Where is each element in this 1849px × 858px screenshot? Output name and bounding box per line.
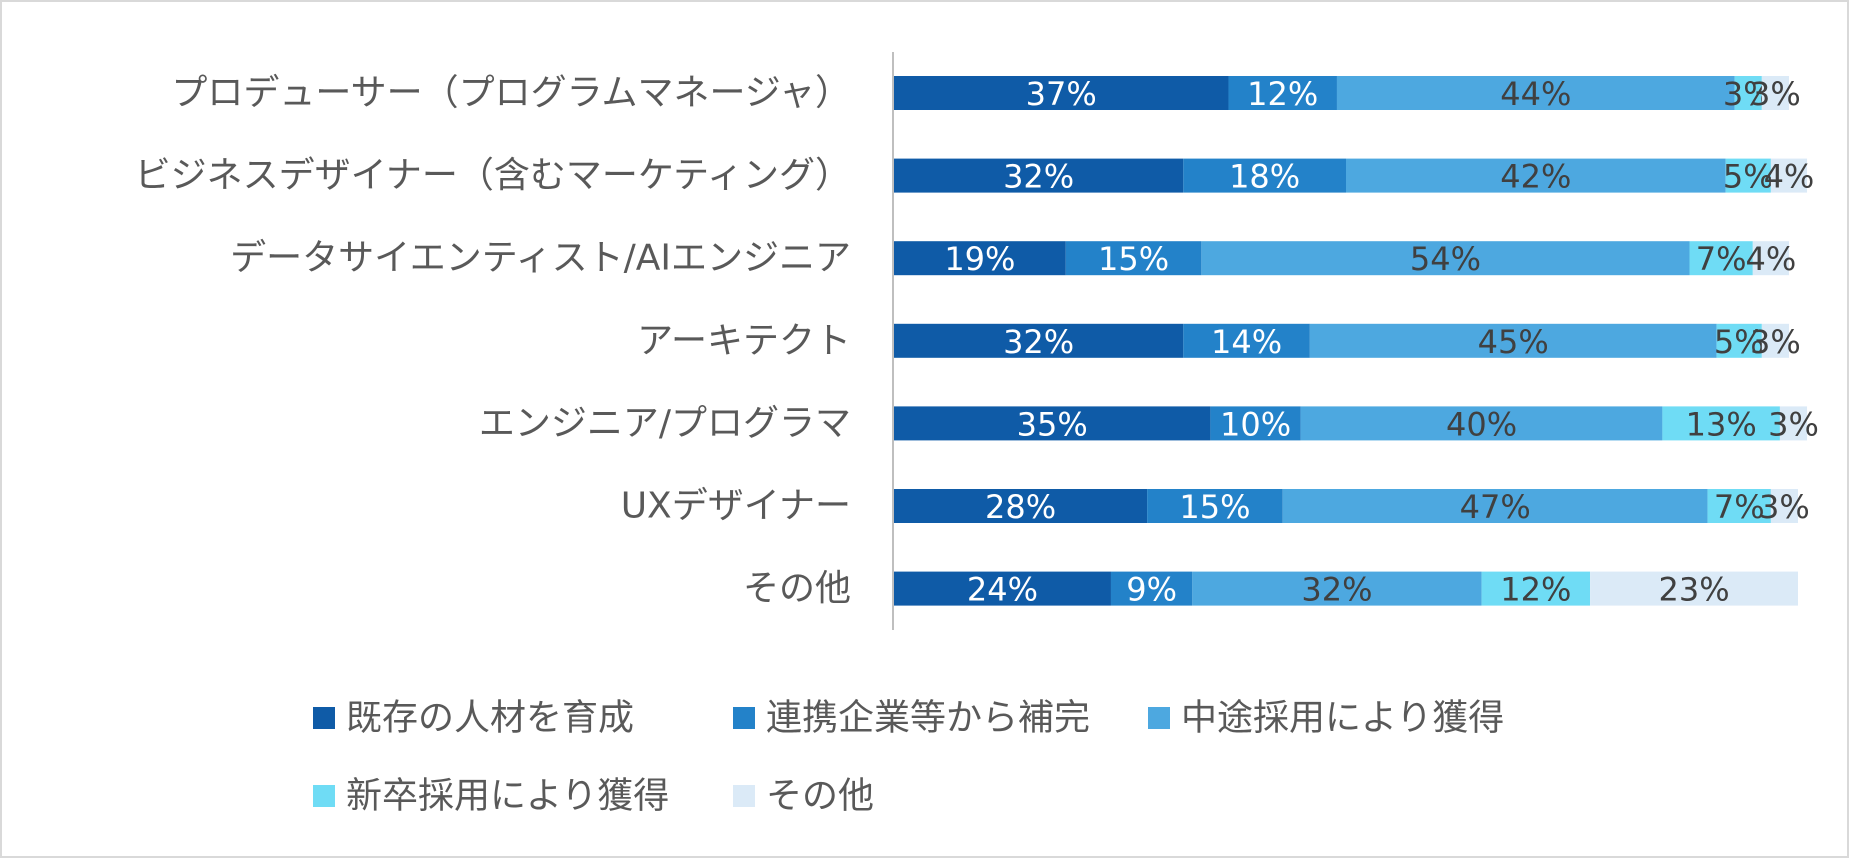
bar-segment <box>894 489 1148 523</box>
legend-label: その他 <box>766 776 874 817</box>
bar-segment <box>1201 241 1690 276</box>
legend-label: 中途採用により獲得 <box>1181 698 1504 739</box>
data-label: 35% <box>1017 405 1088 443</box>
data-label: 23% <box>1658 571 1729 609</box>
data-label: 32% <box>1003 323 1074 361</box>
bar-segment <box>1183 158 1346 193</box>
bar-segment <box>1110 571 1193 606</box>
bar-segment <box>894 323 1184 358</box>
bar-segment <box>894 571 1111 606</box>
bar-segment <box>1309 323 1717 358</box>
category-label: データサイエンティスト/AIエンジニア <box>230 238 851 279</box>
data-label: 13% <box>1686 405 1757 443</box>
bar-segment <box>1779 406 1808 441</box>
category-label: その他 <box>743 568 851 609</box>
data-label: 40% <box>1446 405 1517 443</box>
category-label: ビジネスデザイナー（含むマーケティング） <box>135 155 851 196</box>
bar-segment <box>1065 241 1202 276</box>
bar-segment <box>1770 489 1798 523</box>
data-label: 32% <box>1003 158 1074 196</box>
bars-group: 37% 12% 44% 3%3%32% 18% 42% 5%4%19% 15% 54% 7%4%3… <box>894 75 1819 609</box>
bar-segment <box>1210 406 1301 441</box>
data-label: 9% <box>1126 571 1177 609</box>
legend-swatch <box>733 785 755 807</box>
legend-label: 既存の人材を育成 <box>346 698 634 739</box>
data-label: 32% <box>1301 571 1372 609</box>
legend-swatch <box>733 707 755 729</box>
bar-segment <box>1725 158 1771 193</box>
bar-segment <box>894 406 1211 441</box>
bar-segment <box>1770 158 1808 193</box>
bar-segment <box>1346 158 1726 193</box>
category-label: UXデザイナー <box>621 486 851 527</box>
legend-label: 新卒採用により獲得 <box>346 776 669 817</box>
category-label: エンジニア/プログラマ <box>479 403 851 444</box>
data-label: 54% <box>1410 240 1481 278</box>
data-label: 3% <box>1768 405 1819 443</box>
data-label: 3% <box>1750 75 1801 113</box>
data-label: 47% <box>1460 488 1531 526</box>
data-label: 28% <box>985 488 1056 526</box>
data-label: 45% <box>1478 323 1549 361</box>
data-label: 7% <box>1696 240 1747 278</box>
data-label: 5% <box>1714 323 1765 361</box>
bar-segment <box>894 76 1229 110</box>
data-label: 42% <box>1500 158 1571 196</box>
bar-segment <box>1336 76 1735 110</box>
data-label: 37% <box>1026 75 1097 113</box>
bar-segment <box>1282 489 1708 523</box>
data-label: 4% <box>1764 158 1815 196</box>
data-label: 19% <box>944 240 1015 278</box>
bar-segment <box>1707 489 1771 523</box>
data-label: 24% <box>967 571 1038 609</box>
category-labels-group: プロデューサー（プログラムマネージャ） ビジネスデザイナー（含むマーケティング） デ… <box>135 73 851 610</box>
bar-segment <box>1590 571 1798 606</box>
data-label: 15% <box>1098 240 1169 278</box>
data-label: 5% <box>1723 158 1774 196</box>
data-label: 18% <box>1229 158 1300 196</box>
bar-segment <box>1752 241 1789 276</box>
data-label: 12% <box>1500 571 1571 609</box>
data-label: 10% <box>1220 405 1291 443</box>
data-label: 3% <box>1759 488 1810 526</box>
data-label: 44% <box>1500 75 1571 113</box>
bar-segment <box>1183 323 1310 358</box>
category-label: アーキテクト <box>637 320 851 361</box>
data-label: 14% <box>1211 323 1282 361</box>
bar-segment <box>1761 76 1789 110</box>
bar-segment <box>1192 571 1482 606</box>
bar-segment <box>1662 406 1780 441</box>
bar-segment <box>894 158 1184 193</box>
bar-segment <box>1734 76 1762 110</box>
legend-swatch <box>313 707 335 729</box>
bar-segment <box>1228 76 1337 110</box>
bar-segment <box>1481 571 1591 606</box>
bar-segment <box>1761 323 1789 358</box>
data-label: 15% <box>1179 488 1250 526</box>
category-label: プロデューサー（プログラムマネージャ） <box>171 73 851 114</box>
data-label: 7% <box>1714 488 1765 526</box>
bar-segment <box>1300 406 1663 441</box>
data-label: 4% <box>1745 240 1796 278</box>
bar-segment <box>1716 323 1762 358</box>
data-label: 12% <box>1247 75 1318 113</box>
bar-segment <box>1147 489 1283 523</box>
bar-segment <box>1689 241 1753 276</box>
legend-swatch <box>1148 707 1170 729</box>
legend-label: 連携企業等から補完 <box>766 698 1090 739</box>
bar-segment <box>894 241 1066 276</box>
legend-swatch <box>313 785 335 807</box>
data-label: 3% <box>1750 323 1801 361</box>
